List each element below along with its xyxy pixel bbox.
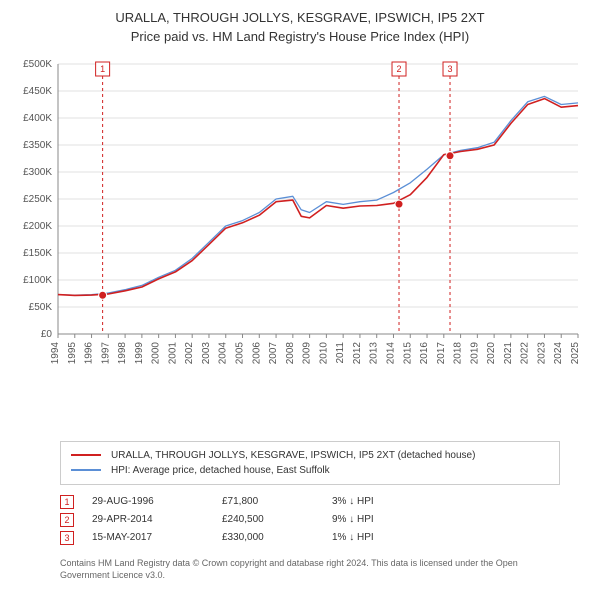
- x-tick-label: 2019: [469, 342, 480, 365]
- sale-row: 1 29-AUG-1996£71,8003% ↓ HPI: [60, 493, 560, 511]
- sale-row: 2 29-APR-2014£240,5009% ↓ HPI: [60, 511, 560, 529]
- y-tick-label: £200K: [23, 221, 52, 232]
- sale-hpi-delta: 9% ↓ HPI: [332, 514, 374, 525]
- x-tick-label: 2000: [151, 342, 162, 365]
- x-tick-label: 1996: [84, 342, 95, 365]
- sale-number-badge: 2: [60, 513, 74, 527]
- x-tick-label: 1998: [117, 342, 128, 365]
- sale-hpi-delta: 3% ↓ HPI: [332, 496, 374, 507]
- sale-marker-badge: 2: [397, 64, 402, 74]
- x-tick-label: 2003: [201, 342, 212, 365]
- x-tick-label: 2012: [352, 342, 363, 365]
- sale-date: 29-APR-2014: [92, 514, 222, 525]
- y-tick-label: £150K: [23, 248, 52, 259]
- x-tick-label: 1997: [100, 342, 111, 365]
- y-tick-label: £0: [41, 329, 53, 340]
- sale-date: 29-AUG-1996: [92, 496, 222, 507]
- x-tick-label: 2004: [218, 342, 229, 365]
- x-tick-label: 2002: [184, 342, 195, 365]
- x-tick-label: 2022: [520, 342, 531, 365]
- legend-swatch: [71, 469, 101, 471]
- legend-label: URALLA, THROUGH JOLLYS, KESGRAVE, IPSWIC…: [111, 448, 475, 463]
- x-tick-label: 2025: [570, 342, 581, 365]
- y-tick-label: £400K: [23, 113, 52, 124]
- sale-dot: [446, 152, 454, 160]
- chart-plot-area: £0 £50K £100K £150K £200K £250K £300K £350K £400…: [10, 54, 590, 431]
- sale-price: £71,800: [222, 496, 332, 507]
- x-tick-label: 2010: [318, 342, 329, 365]
- x-tick-label: 2009: [302, 342, 313, 365]
- sale-price: £330,000: [222, 532, 332, 543]
- x-tick-label: 1995: [67, 342, 78, 365]
- chart-subtitle: Price paid vs. HM Land Registry's House …: [10, 29, 590, 44]
- x-tick-label: 2023: [536, 342, 547, 365]
- x-tick-label: 2015: [402, 342, 413, 365]
- footer-attribution: Contains HM Land Registry data © Crown c…: [60, 557, 560, 582]
- sale-number-badge: 3: [60, 531, 74, 545]
- sale-price: £240,500: [222, 514, 332, 525]
- x-tick-label: 2013: [369, 342, 380, 365]
- y-tick-label: £100K: [23, 275, 52, 286]
- sale-dot: [395, 200, 403, 208]
- legend-item: URALLA, THROUGH JOLLYS, KESGRAVE, IPSWIC…: [71, 448, 549, 463]
- y-tick-label: £300K: [23, 167, 52, 178]
- x-tick-label: 2021: [503, 342, 514, 365]
- x-tick-label: 2018: [453, 342, 464, 365]
- chart-title: URALLA, THROUGH JOLLYS, KESGRAVE, IPSWIC…: [10, 10, 590, 25]
- x-tick-label: 2017: [436, 342, 447, 365]
- x-tick-label: 2005: [235, 342, 246, 365]
- y-tick-label: £350K: [23, 140, 52, 151]
- x-tick-label: 2014: [385, 342, 396, 365]
- legend-box: URALLA, THROUGH JOLLYS, KESGRAVE, IPSWIC…: [60, 441, 560, 485]
- legend-item: HPI: Average price, detached house, East…: [71, 463, 549, 478]
- x-tick-label: 2020: [486, 342, 497, 365]
- y-tick-label: £250K: [23, 194, 52, 205]
- x-tick-label: 2008: [285, 342, 296, 365]
- sale-number-badge: 1: [60, 495, 74, 509]
- sale-events-table: 1 29-AUG-1996£71,8003% ↓ HPI 2 29-APR-2014£…: [60, 493, 560, 547]
- sale-date: 15-MAY-2017: [92, 532, 222, 543]
- x-tick-label: 2001: [167, 342, 178, 365]
- legend-swatch: [71, 454, 101, 456]
- x-tick-label: 2024: [553, 342, 564, 365]
- y-tick-label: £500K: [23, 59, 52, 70]
- x-tick-label: 2011: [335, 342, 346, 364]
- sale-marker-badge: 3: [448, 64, 453, 74]
- sale-dot: [99, 291, 107, 299]
- y-tick-label: £450K: [23, 86, 52, 97]
- sale-marker-badge: 1: [100, 64, 105, 74]
- chart-container: URALLA, THROUGH JOLLYS, KESGRAVE, IPSWIC…: [0, 0, 600, 590]
- x-tick-label: 2007: [268, 342, 279, 365]
- sale-hpi-delta: 1% ↓ HPI: [332, 532, 374, 543]
- chart-svg: £0 £50K £100K £150K £200K £250K £300K £350K £400…: [10, 54, 590, 374]
- x-tick-label: 1999: [134, 342, 145, 365]
- y-tick-label: £50K: [29, 302, 53, 313]
- x-tick-label: 1994: [50, 342, 61, 365]
- x-tick-label: 2016: [419, 342, 430, 365]
- sale-row: 3 15-MAY-2017£330,0001% ↓ HPI: [60, 529, 560, 547]
- legend-label: HPI: Average price, detached house, East…: [111, 463, 330, 478]
- x-tick-label: 2006: [251, 342, 262, 365]
